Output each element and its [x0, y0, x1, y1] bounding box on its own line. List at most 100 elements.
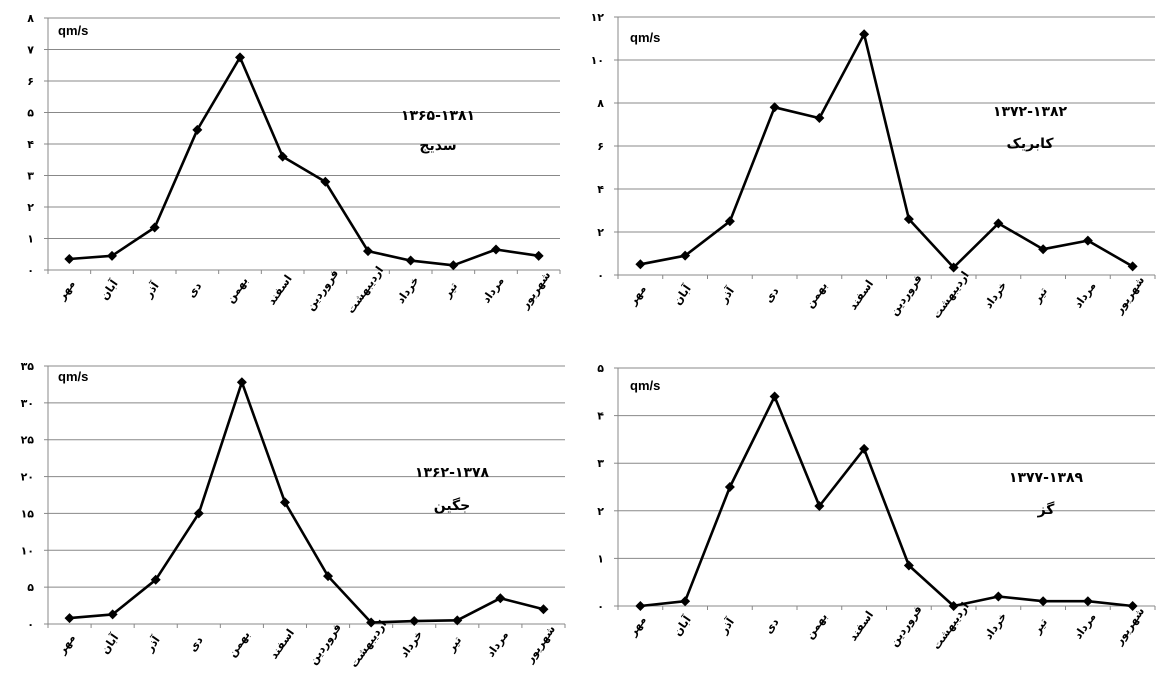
- x-tick-label: دی: [762, 285, 782, 306]
- data-point: [1082, 596, 1093, 607]
- y-tick-label: ۴: [597, 183, 604, 196]
- data-point: [366, 617, 377, 628]
- x-tick-label: آذر: [142, 633, 163, 655]
- data-point: [680, 596, 691, 607]
- chart-panel-3: ۰ ۵ ۱۰ ۱۵ ۲۰ ۲۵ ۳۰ ۳۵ مهر آبان آذر دی بهمن اسفند فرورد…: [21, 360, 566, 670]
- y-tick-label: ۱۲: [591, 11, 605, 24]
- y-tick-label: ۲: [27, 201, 34, 214]
- x-tick-label: اسفند: [846, 278, 876, 313]
- x-tick-label: اردیبهشت: [930, 269, 972, 321]
- x-tick-label: آبان: [97, 277, 121, 303]
- unit-label: qm/s: [58, 23, 88, 38]
- data-point: [107, 609, 118, 620]
- data-point: [193, 508, 204, 519]
- y-tick-label: ۰: [597, 600, 604, 613]
- data-point: [323, 571, 334, 582]
- data-point: [491, 244, 501, 255]
- x-tick-label: بهمن: [803, 280, 830, 311]
- y-tick-label: ۵: [27, 581, 34, 594]
- data-point: [724, 216, 735, 227]
- data-point: [452, 615, 463, 626]
- x-tick-label: شهریور: [518, 269, 553, 312]
- x-tick-label: دی: [185, 280, 205, 301]
- y-tick-label: ۵: [597, 362, 604, 375]
- x-tick-label: فروردین: [304, 267, 342, 313]
- y-tick-label: ۴: [597, 410, 604, 423]
- data-point: [235, 52, 245, 63]
- data-point: [948, 262, 959, 273]
- series-line: [69, 56, 539, 267]
- y-tick-label: ۶: [597, 140, 604, 153]
- x-tick-label: مهر: [626, 614, 649, 639]
- x-tick-label: مرداد: [1071, 611, 1098, 642]
- y-tick-label: ۱: [27, 233, 34, 246]
- period-label: ۱۳۶۲-۱۳۷۸: [415, 465, 490, 481]
- x-tick-label: تیر: [444, 634, 464, 655]
- series-line: [640, 395, 1133, 608]
- data-point: [814, 113, 825, 124]
- x-tick-label: تیر: [1030, 616, 1050, 637]
- station-label: گز: [1037, 501, 1056, 518]
- x-tick-label: مرداد: [1071, 280, 1098, 311]
- x-tick-label: تیر: [440, 280, 460, 301]
- x-tick-label: آبان: [670, 282, 694, 308]
- x-tick-label: مرداد: [484, 629, 511, 660]
- x-tick-label: فروردین: [887, 603, 925, 649]
- x-tick-label: اسفند: [265, 273, 295, 308]
- x-tick-label: اسفند: [846, 609, 876, 644]
- data-point: [814, 501, 825, 512]
- x-tick-label: بهمن: [803, 611, 830, 642]
- data-point: [448, 260, 459, 271]
- data-point: [192, 124, 203, 135]
- data-point: [859, 443, 870, 454]
- data-point: [363, 246, 373, 257]
- x-tick-label: شهریور: [1112, 274, 1147, 317]
- x-tick-label: شهریور: [523, 623, 558, 666]
- x-tick-label: آبان: [670, 613, 694, 639]
- x-tick-label: مهر: [55, 278, 78, 303]
- x-tick-label: آبان: [97, 631, 121, 657]
- y-tick-label: ۰: [597, 269, 604, 282]
- y-tick-label: ۱۵: [21, 507, 35, 520]
- chart-panel-1: ۰ ۱ ۲ ۳ ۴ ۵ ۶ ۷ ۸ مهر آبان آذر دی بهمن اسفند فروردین ارد…: [27, 12, 561, 316]
- y-tick-label: ۷: [27, 44, 34, 57]
- x-tick-label: اردیبهشت: [347, 618, 389, 670]
- data-point: [903, 560, 914, 571]
- y-tick-label: ۵: [27, 107, 34, 120]
- x-tick-label: آذر: [141, 279, 162, 301]
- data-point: [64, 253, 75, 264]
- y-tick-label: ۰: [27, 264, 34, 277]
- data-point: [533, 250, 544, 261]
- data-point: [236, 377, 247, 388]
- data-point: [1127, 261, 1138, 272]
- y-tick-label: ۳۵: [21, 360, 35, 373]
- data-point: [993, 591, 1004, 602]
- data-point: [279, 497, 290, 508]
- y-tick-label: ۳۰: [21, 397, 34, 410]
- x-tick-label: مهر: [55, 632, 78, 657]
- x-tick-label: تیر: [1030, 285, 1050, 306]
- data-point: [1038, 244, 1049, 255]
- station-label: جگین: [434, 497, 471, 514]
- y-tick-label: ۱۰: [591, 54, 604, 67]
- y-tick-label: ۳: [27, 170, 34, 183]
- data-point: [769, 102, 780, 113]
- unit-label: qm/s: [630, 378, 660, 393]
- data-point: [724, 482, 735, 492]
- y-tick-label: ۲: [597, 226, 604, 239]
- y-tick-label: ۴: [27, 138, 34, 151]
- x-tick-label: خرداد: [982, 279, 1010, 311]
- data-point: [993, 218, 1004, 229]
- x-tick-label: اردیبهشت: [344, 264, 386, 316]
- data-point: [405, 255, 416, 266]
- station-label: سدیج: [419, 138, 456, 154]
- x-tick-label: خرداد: [397, 628, 425, 660]
- y-tick-label: ۲۰: [21, 471, 34, 484]
- series-line: [640, 32, 1134, 269]
- data-point: [1127, 601, 1138, 611]
- period-label: ۱۳۷۲-۱۳۸۲: [993, 104, 1068, 120]
- data-point: [538, 604, 549, 615]
- period-label: ۱۳۷۷-۱۳۸۹: [1009, 470, 1084, 486]
- data-point: [320, 176, 331, 187]
